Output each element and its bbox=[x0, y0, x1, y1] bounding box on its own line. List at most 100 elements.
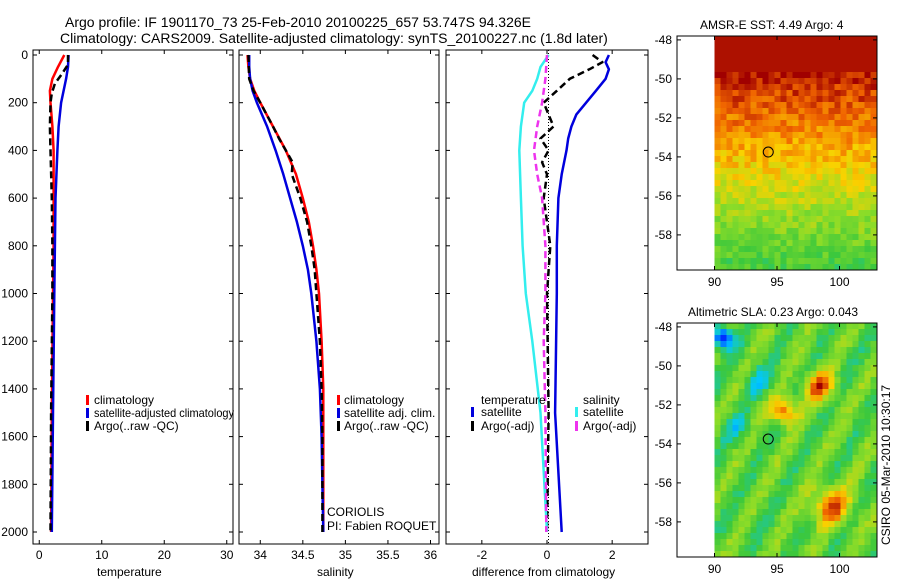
map-cell bbox=[738, 545, 745, 552]
map-cell bbox=[786, 108, 793, 115]
map-cell bbox=[816, 347, 823, 354]
map-cell bbox=[786, 323, 793, 330]
map-cell bbox=[864, 96, 871, 103]
map-cell bbox=[864, 527, 871, 534]
map-cell bbox=[834, 503, 841, 510]
map-cell bbox=[720, 419, 727, 426]
map-cell bbox=[792, 156, 799, 163]
map-cell bbox=[858, 192, 865, 199]
map-cell bbox=[720, 246, 727, 253]
map-cell bbox=[774, 228, 781, 235]
map-cell bbox=[732, 473, 739, 480]
map-cell bbox=[762, 443, 769, 450]
map-cell bbox=[780, 479, 787, 486]
map-cell bbox=[756, 66, 763, 73]
map-cell bbox=[774, 371, 781, 378]
legend-label-sal-satellite: satellite bbox=[583, 405, 624, 419]
map-cell bbox=[840, 473, 847, 480]
map-cell bbox=[834, 72, 841, 79]
map-cell bbox=[864, 515, 871, 522]
map-cell bbox=[816, 90, 823, 97]
map-cell bbox=[744, 359, 751, 366]
map-cell bbox=[834, 485, 841, 492]
map-cell bbox=[786, 180, 793, 187]
map-cell bbox=[864, 60, 871, 67]
map-cell bbox=[828, 228, 835, 235]
map-cell bbox=[828, 66, 835, 73]
map-cell bbox=[810, 168, 817, 175]
map-cell bbox=[768, 186, 775, 193]
map-cell bbox=[720, 240, 727, 247]
map-cell bbox=[864, 533, 871, 540]
map-cell bbox=[822, 90, 829, 97]
map-cell bbox=[798, 497, 805, 504]
map-cell bbox=[870, 168, 877, 175]
map-cell bbox=[858, 371, 865, 378]
map-cell bbox=[720, 359, 727, 366]
map-cell bbox=[738, 491, 745, 498]
map-cell bbox=[822, 461, 829, 468]
map-cell bbox=[756, 479, 763, 486]
map-cell bbox=[828, 234, 835, 241]
map-cell bbox=[738, 509, 745, 516]
map-cell bbox=[744, 240, 751, 247]
map-cell bbox=[864, 156, 871, 163]
map-cell bbox=[792, 539, 799, 546]
map-cell bbox=[786, 431, 793, 438]
map-cell bbox=[822, 533, 829, 540]
map-cell bbox=[840, 96, 847, 103]
map-cell bbox=[744, 108, 751, 115]
map-cell bbox=[714, 78, 721, 85]
map-cell bbox=[780, 503, 787, 510]
map-cell bbox=[792, 377, 799, 384]
map-cell bbox=[768, 216, 775, 223]
map-cell bbox=[858, 437, 865, 444]
map-cell bbox=[738, 258, 745, 265]
map-cell bbox=[870, 192, 877, 199]
map-cell bbox=[780, 497, 787, 504]
map-cell bbox=[792, 449, 799, 456]
map-cell bbox=[750, 186, 757, 193]
map-cell bbox=[816, 174, 823, 181]
map-cell bbox=[738, 497, 745, 504]
map-cell bbox=[792, 485, 799, 492]
map-cell bbox=[816, 198, 823, 205]
map-cell bbox=[720, 479, 727, 486]
map-cell bbox=[852, 329, 859, 336]
map-cell bbox=[726, 455, 733, 462]
map-cell bbox=[780, 234, 787, 241]
map-cell bbox=[720, 156, 727, 163]
map-cell bbox=[792, 503, 799, 510]
map-cell bbox=[870, 551, 877, 558]
map-cell bbox=[714, 108, 721, 115]
map-cell bbox=[792, 455, 799, 462]
map-cell bbox=[792, 66, 799, 73]
map-cell bbox=[738, 371, 745, 378]
map-cell bbox=[840, 323, 847, 330]
map-cell bbox=[828, 216, 835, 223]
map-cell bbox=[720, 371, 727, 378]
map-cell bbox=[774, 42, 781, 49]
map-cell bbox=[852, 353, 859, 360]
map-cell bbox=[798, 78, 805, 85]
difference-legend: temperature satellite Argo(-adj) salinit… bbox=[471, 393, 636, 433]
map-cell bbox=[786, 551, 793, 558]
map-cell bbox=[726, 90, 733, 97]
map-cell bbox=[870, 126, 877, 133]
map-cell bbox=[840, 54, 847, 61]
map-cell bbox=[750, 509, 757, 516]
map-cell bbox=[804, 437, 811, 444]
map-cell bbox=[756, 78, 763, 85]
map-cell bbox=[810, 371, 817, 378]
map-cell bbox=[870, 84, 877, 91]
map-cell bbox=[792, 180, 799, 187]
map-cell bbox=[840, 443, 847, 450]
map-cell bbox=[738, 222, 745, 229]
map-cell bbox=[858, 144, 865, 151]
map-cell bbox=[834, 473, 841, 480]
map-cell bbox=[756, 407, 763, 414]
map-cell bbox=[858, 341, 865, 348]
map-cell bbox=[750, 36, 757, 43]
map-cell bbox=[798, 509, 805, 516]
map-cell bbox=[732, 234, 739, 241]
